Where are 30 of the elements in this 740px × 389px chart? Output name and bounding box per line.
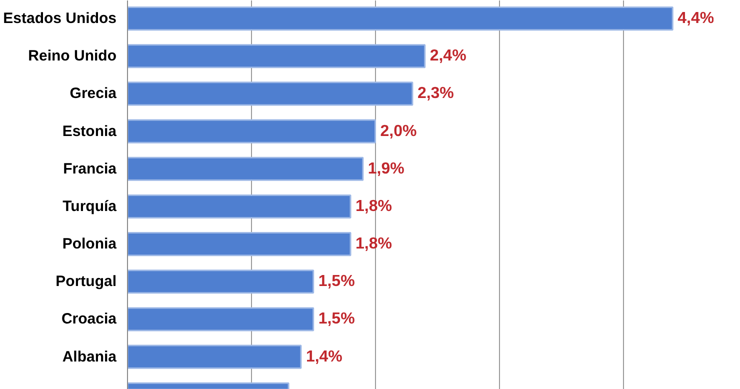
bar: [128, 307, 314, 332]
y-tick-label: Polonia: [62, 236, 118, 253]
bar: [128, 270, 314, 294]
y-tick-label: Reino Unido: [28, 48, 117, 65]
y-tick-label: Grecia: [70, 85, 118, 102]
bar: [128, 344, 302, 369]
bar: [128, 82, 414, 106]
bar: [128, 232, 352, 256]
data-label: 4,4%: [678, 10, 714, 28]
data-label: 1,9%: [368, 160, 404, 178]
data-label: 1,8%: [356, 198, 392, 215]
data-label: 1,4%: [306, 348, 342, 366]
data-label: 2,4%: [430, 48, 466, 65]
y-tick-label: Croacia: [61, 310, 118, 328]
data-label: 1,8%: [356, 236, 392, 253]
y-tick-label: Estados Unidos: [3, 10, 117, 28]
bar: [128, 156, 364, 181]
y-tick-label: Francia: [63, 160, 118, 178]
data-label: 1,5%: [318, 310, 355, 328]
data-label: 2,3%: [417, 85, 454, 102]
bar: [128, 6, 674, 31]
bar: [128, 194, 352, 218]
y-tick-label: Albania: [62, 348, 118, 366]
bar: [128, 44, 426, 68]
y-tick-label: Portugal: [56, 273, 117, 290]
y-tick-label: Turquía: [62, 198, 118, 215]
bar: [128, 119, 376, 144]
data-label: 1,5%: [318, 273, 355, 290]
data-label: 2,0%: [380, 122, 417, 140]
y-tick-label: Estonia: [62, 122, 118, 140]
